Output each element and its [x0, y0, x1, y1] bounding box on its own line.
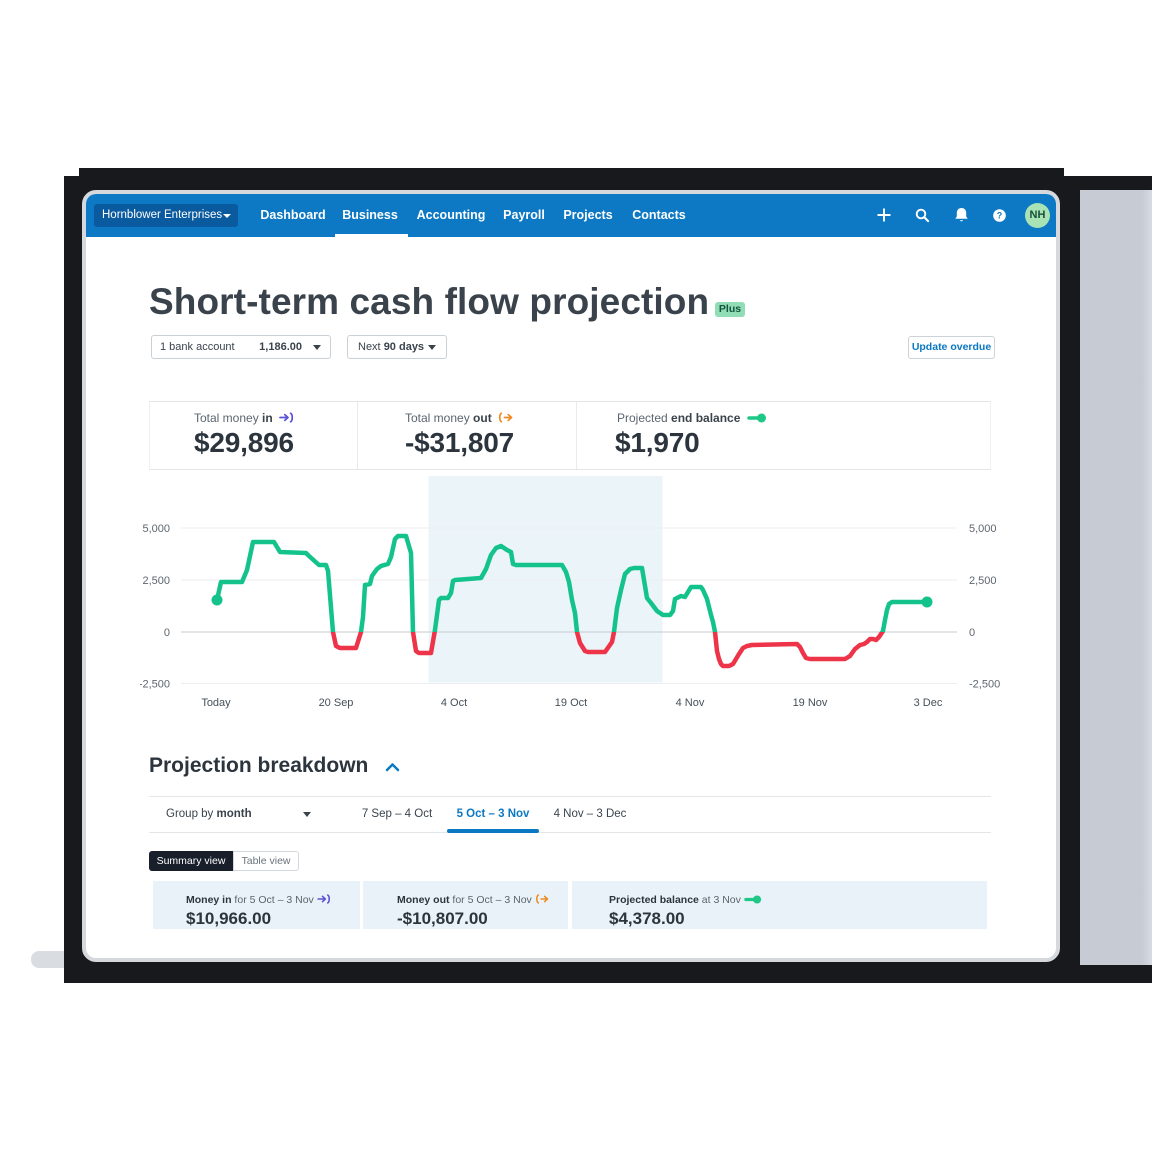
svg-text:-2,500: -2,500	[969, 679, 1000, 691]
svg-text:19 Nov: 19 Nov	[793, 697, 828, 709]
svg-text:4 Oct: 4 Oct	[441, 697, 467, 709]
svg-text:20 Sep: 20 Sep	[319, 697, 354, 709]
svg-text:19 Oct: 19 Oct	[555, 697, 587, 709]
svg-text:5,000: 5,000	[142, 523, 170, 535]
svg-text:3 Dec: 3 Dec	[914, 697, 943, 709]
svg-text:Today: Today	[201, 697, 231, 709]
svg-text:?: ?	[997, 211, 1003, 221]
svg-text:4 Nov: 4 Nov	[676, 697, 705, 709]
svg-text:2,500: 2,500	[969, 575, 997, 587]
svg-text:5,000: 5,000	[969, 523, 997, 535]
svg-text:0: 0	[164, 627, 170, 639]
svg-text:-2,500: -2,500	[140, 679, 170, 691]
svg-text:0: 0	[969, 627, 975, 639]
svg-text:2,500: 2,500	[142, 575, 170, 587]
